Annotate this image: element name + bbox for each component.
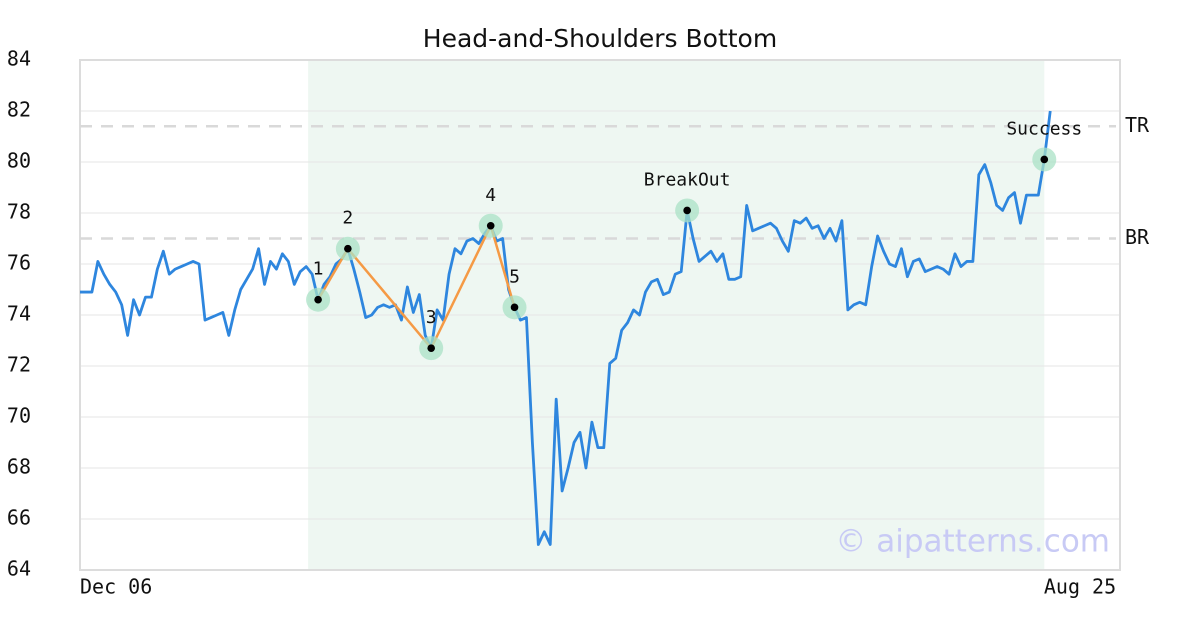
y-tick-label: 74: [7, 302, 31, 326]
level-label: BR: [1125, 225, 1150, 249]
marker-dot: [344, 244, 352, 253]
y-tick-label: 76: [7, 251, 31, 275]
marker-dot: [314, 295, 322, 304]
y-tick-label: 66: [7, 506, 31, 530]
marker-dot: [427, 344, 435, 352]
y-tick-label: 72: [7, 353, 31, 377]
y-tick-label: 64: [7, 557, 31, 581]
y-tick-label: 82: [7, 98, 31, 122]
y-tick-label: 70: [7, 404, 31, 428]
plot-frame: [79, 59, 1121, 571]
marker-label: 5: [509, 266, 520, 287]
marker-dot: [510, 303, 519, 312]
y-tick-label: 68: [7, 455, 31, 479]
y-tick-label: 78: [7, 200, 31, 224]
y-tick-label: 84: [7, 47, 31, 71]
marker-label: BreakOut: [644, 169, 731, 190]
price-line: [80, 110, 1052, 546]
y-tick-label: 80: [7, 149, 31, 173]
marker-label: 3: [426, 307, 437, 328]
marker-label: 2: [342, 208, 353, 229]
x-tick-label: Aug 25: [1044, 575, 1116, 599]
marker-dot: [1040, 155, 1049, 164]
x-tick-label: Dec 06: [80, 575, 152, 599]
marker-label: 4: [485, 185, 496, 206]
marker-dot: [486, 221, 495, 230]
chart-title: Head-and-Shoulders Bottom: [423, 24, 777, 53]
marker-label: 1: [313, 259, 324, 280]
watermark: © aipatterns.com: [835, 524, 1110, 560]
marker-dot: [683, 206, 691, 215]
level-label: TR: [1125, 113, 1150, 137]
marker-label: Success: [1006, 118, 1082, 139]
